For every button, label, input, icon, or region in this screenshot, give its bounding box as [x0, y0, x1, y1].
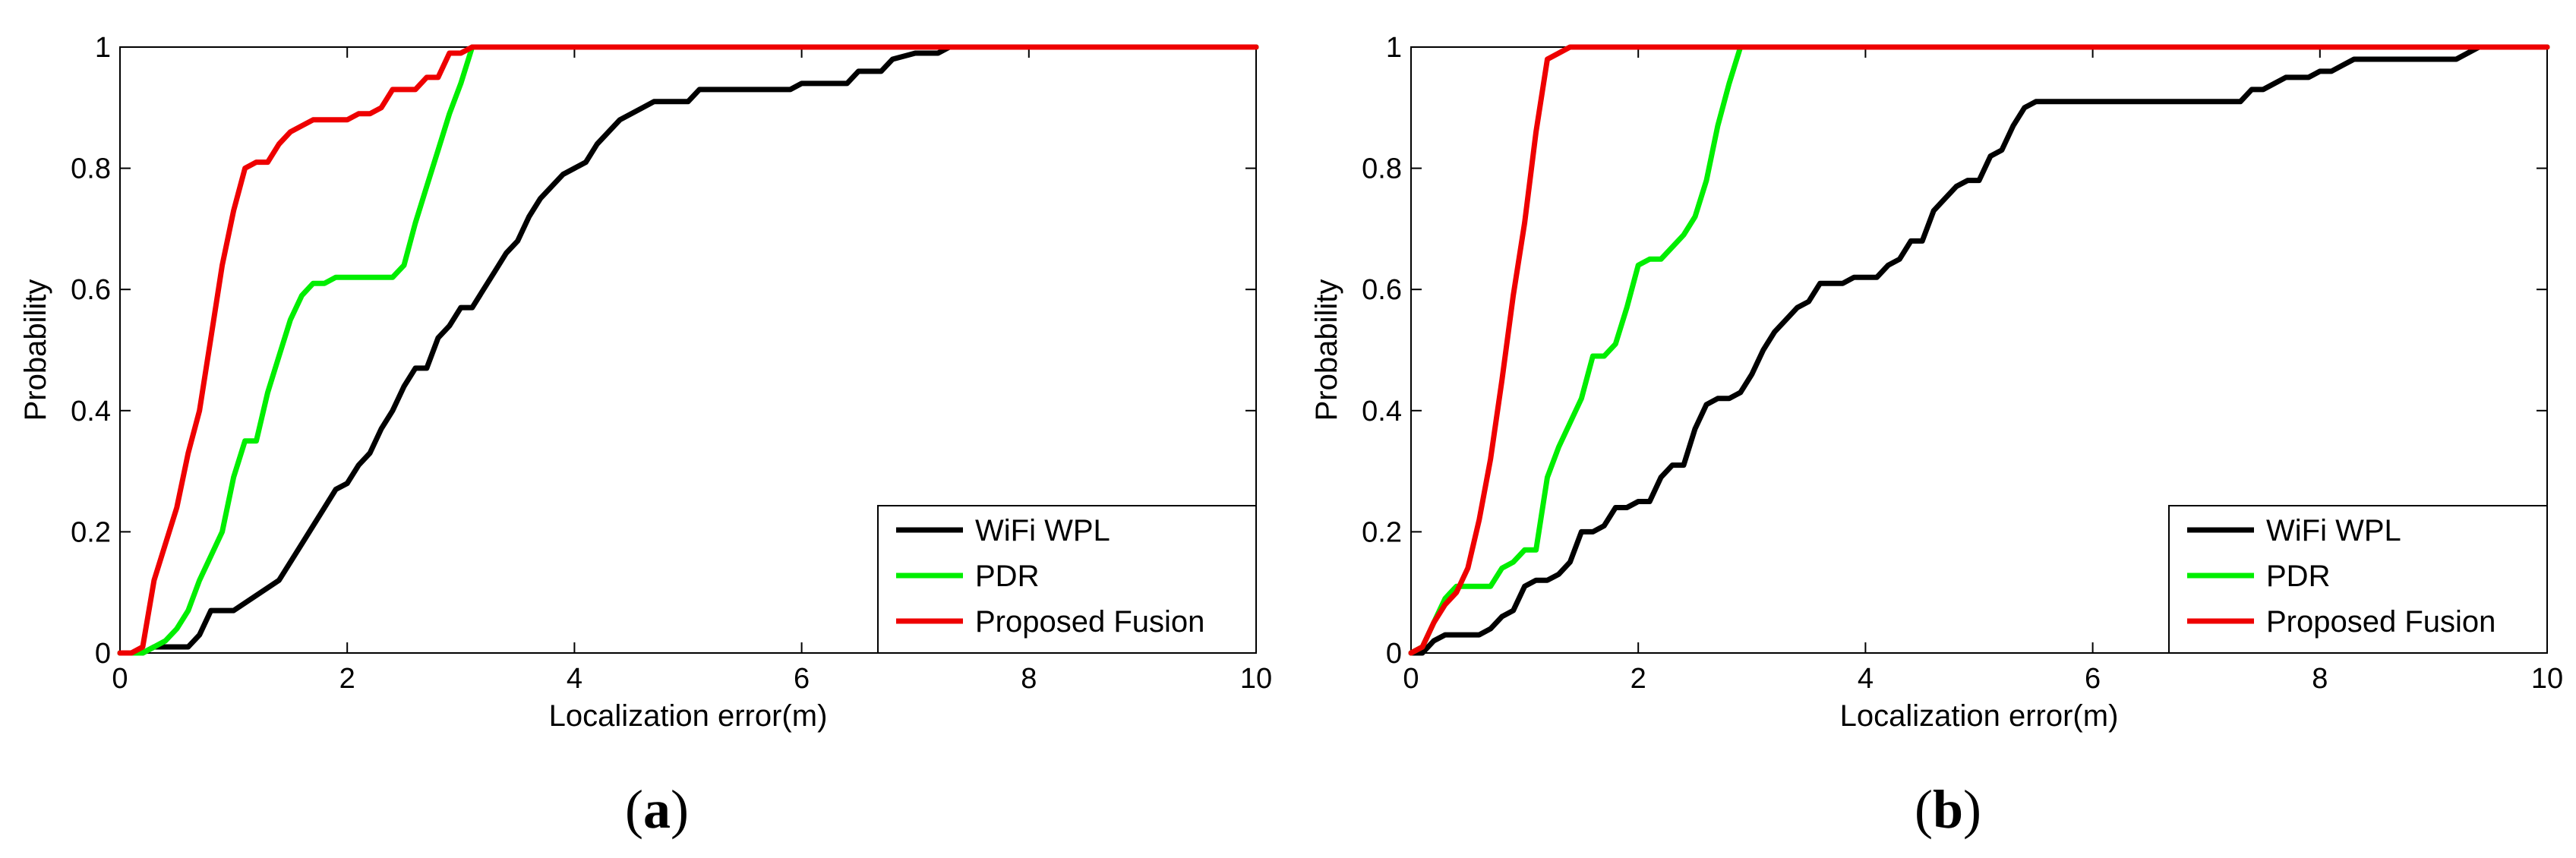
- y-tick-label: 0.2: [71, 516, 111, 548]
- legend-label-proposed-fusion: Proposed Fusion: [2266, 605, 2496, 639]
- legend-label-pdr: PDR: [2266, 560, 2330, 593]
- y-tick-label: 0.6: [71, 274, 111, 306]
- panel-letter: a: [643, 779, 671, 840]
- x-tick-label: 4: [567, 663, 582, 695]
- legend-label-pdr: PDR: [975, 560, 1039, 593]
- x-tick-label: 4: [1858, 663, 1874, 695]
- panel-label: (a): [625, 779, 689, 840]
- y-tick-label: 0.8: [1362, 153, 1402, 185]
- x-tick-label: 6: [794, 663, 810, 695]
- x-tick-label: 10: [2531, 663, 2563, 695]
- legend-label-proposed-fusion: Proposed Fusion: [975, 605, 1204, 639]
- legend: WiFi WPL PDR Proposed Fusion: [877, 505, 1257, 654]
- x-axis-label: Localization error(m): [549, 699, 828, 733]
- x-tick-label: 0: [1403, 663, 1419, 695]
- y-axis-label: Probability: [1310, 279, 1343, 421]
- series-line-proposed-fusion: [1408, 44, 2550, 656]
- y-tick-label: 0.6: [1362, 274, 1402, 306]
- y-tick-label: 0: [95, 638, 111, 670]
- y-tick-label: 1: [95, 32, 111, 64]
- series-line-proposed-fusion: [117, 44, 1259, 656]
- y-tick-label: 1: [1386, 32, 1402, 64]
- y-tick-label: 0.4: [71, 396, 111, 427]
- series-line-pdr: [117, 44, 1259, 656]
- x-tick-label: 2: [1631, 663, 1646, 695]
- y-tick-label: 0.2: [1362, 516, 1402, 548]
- x-axis-label: Localization error(m): [1840, 699, 2119, 733]
- x-tick-label: 2: [339, 663, 355, 695]
- y-tick-label: 0.8: [71, 153, 111, 185]
- chart-panel-b: 0 2 4 6 8 10 0 0.2 0.4 0.6 0.8 1 Localization error(…: [1310, 32, 2563, 840]
- series-line-pdr: [1408, 44, 2550, 656]
- panel-label: (b): [1915, 779, 1981, 840]
- series-line-wifi-wpl: [1408, 44, 2550, 656]
- y-tick-label: 0: [1386, 638, 1402, 670]
- y-axis-label: Probability: [19, 279, 52, 421]
- legend: WiFi WPL PDR Proposed Fusion: [2168, 505, 2548, 654]
- x-tick-label: 10: [1240, 663, 1272, 695]
- x-tick-label: 8: [1021, 663, 1037, 695]
- panel-letter: b: [1933, 779, 1963, 840]
- chart-panel-a: 0 2 4 6 8 10 0 0.2 0.4 0.6 0.8 1 Localization error(…: [19, 32, 1272, 840]
- x-tick-label: 0: [112, 663, 128, 695]
- x-tick-label: 6: [2085, 663, 2101, 695]
- y-tick-label: 0.4: [1362, 396, 1402, 427]
- series-line-wifi-wpl: [117, 44, 1259, 656]
- legend-label-wifi-wpl: WiFi WPL: [975, 514, 1110, 547]
- legend-label-wifi-wpl: WiFi WPL: [2266, 514, 2401, 547]
- x-tick-label: 8: [2312, 663, 2328, 695]
